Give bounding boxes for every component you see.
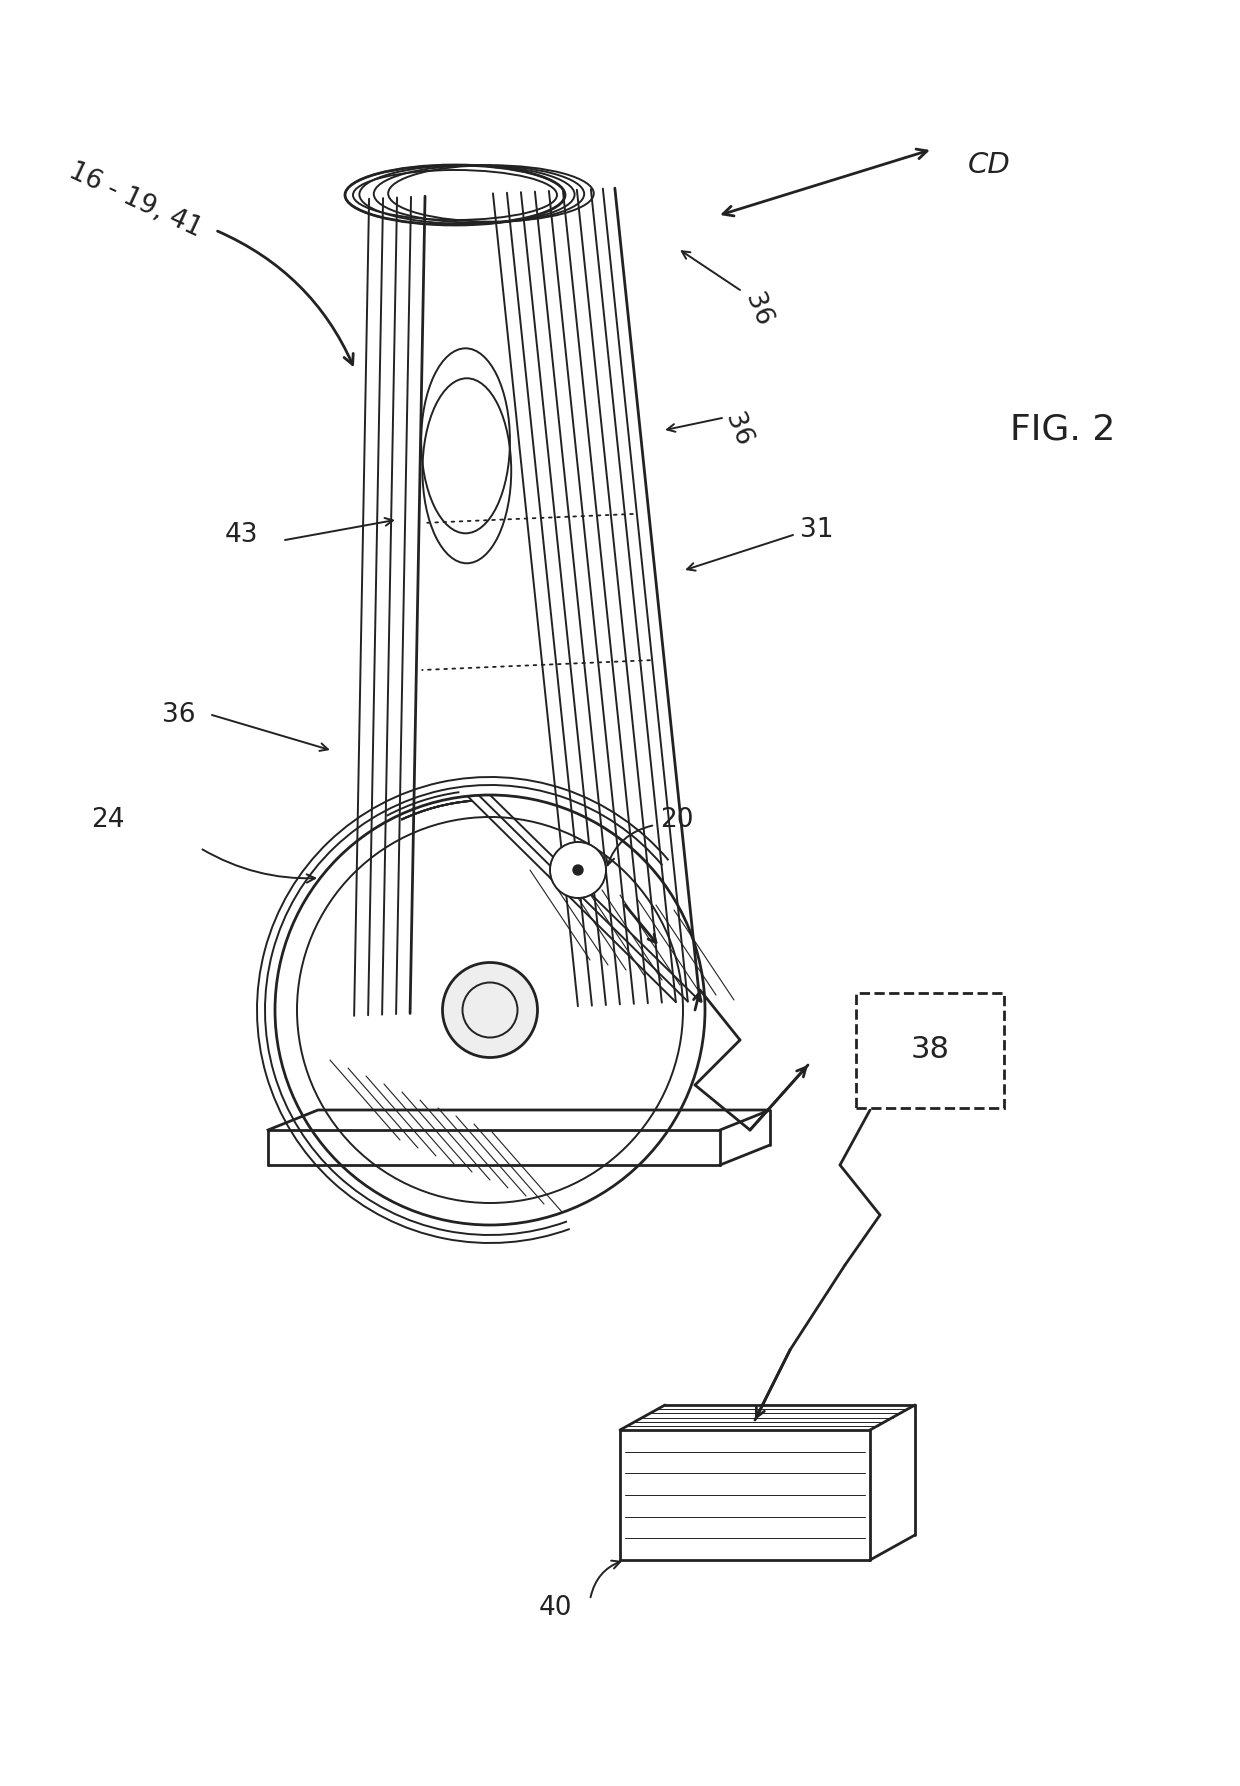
Ellipse shape (443, 963, 537, 1057)
Ellipse shape (573, 864, 583, 875)
Text: 43: 43 (224, 522, 258, 548)
Text: 36: 36 (719, 409, 756, 450)
Text: 36: 36 (161, 702, 195, 729)
Bar (856, 993, 1004, 1107)
Text: 16 - 19, 41: 16 - 19, 41 (64, 157, 206, 243)
Text: 31: 31 (800, 516, 833, 543)
Text: FIG. 2: FIG. 2 (1011, 413, 1115, 446)
Text: CD: CD (968, 152, 1011, 179)
Text: 40: 40 (538, 1595, 572, 1622)
Text: 20: 20 (660, 807, 693, 832)
Text: 36: 36 (740, 289, 776, 330)
Text: 24: 24 (92, 807, 125, 832)
Text: 38: 38 (910, 1036, 950, 1064)
Ellipse shape (551, 841, 606, 898)
